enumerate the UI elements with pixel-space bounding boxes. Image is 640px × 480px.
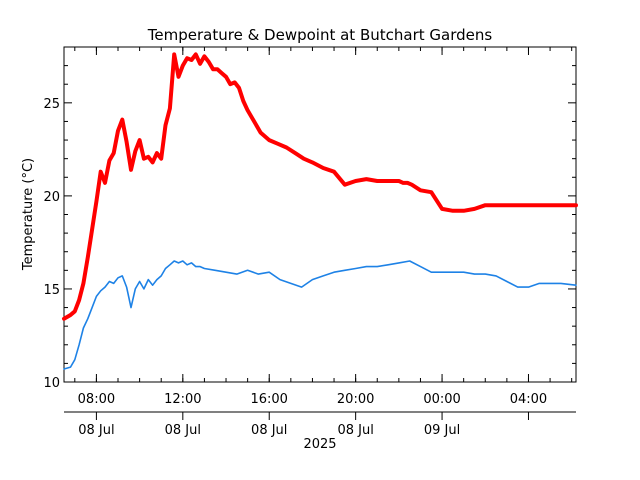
y-tick-label: 15 bbox=[43, 283, 60, 298]
date-label: 08 Jul bbox=[165, 423, 201, 438]
y-tick-label: 10 bbox=[43, 376, 60, 391]
x-axis: 08:00 08 Jul 12:00 08 Jul 16:00 08 Jul 20:00 08… bbox=[64, 47, 576, 438]
x-tick-label: 12:00 bbox=[164, 392, 201, 407]
temperature-series-line bbox=[62, 52, 578, 321]
year-label: 2025 bbox=[303, 437, 336, 452]
date-label: 08 Jul bbox=[78, 423, 114, 438]
y-tick-label: 20 bbox=[43, 190, 60, 205]
dewpoint-series-line bbox=[63, 260, 577, 370]
x-tick-label: 20:00 bbox=[337, 392, 374, 407]
series-group bbox=[62, 52, 578, 370]
x-tick-label: 00:00 bbox=[423, 392, 460, 407]
date-label: 08 Jul bbox=[251, 423, 287, 438]
date-label: 09 Jul bbox=[424, 423, 460, 438]
y-axis: 10 15 20 25 bbox=[43, 65, 576, 391]
plot-frame bbox=[63, 46, 577, 383]
chart-title: Temperature & Dewpoint at Butchart Garde… bbox=[147, 26, 493, 44]
y-axis-label: Temperature (°C) bbox=[21, 158, 36, 271]
y-tick-label: 25 bbox=[43, 97, 60, 112]
x-tick-label: 16:00 bbox=[250, 392, 287, 407]
x-tick-label: 08:00 bbox=[78, 392, 115, 407]
date-label: 08 Jul bbox=[337, 423, 373, 438]
x-tick-label: 04:00 bbox=[510, 392, 547, 407]
